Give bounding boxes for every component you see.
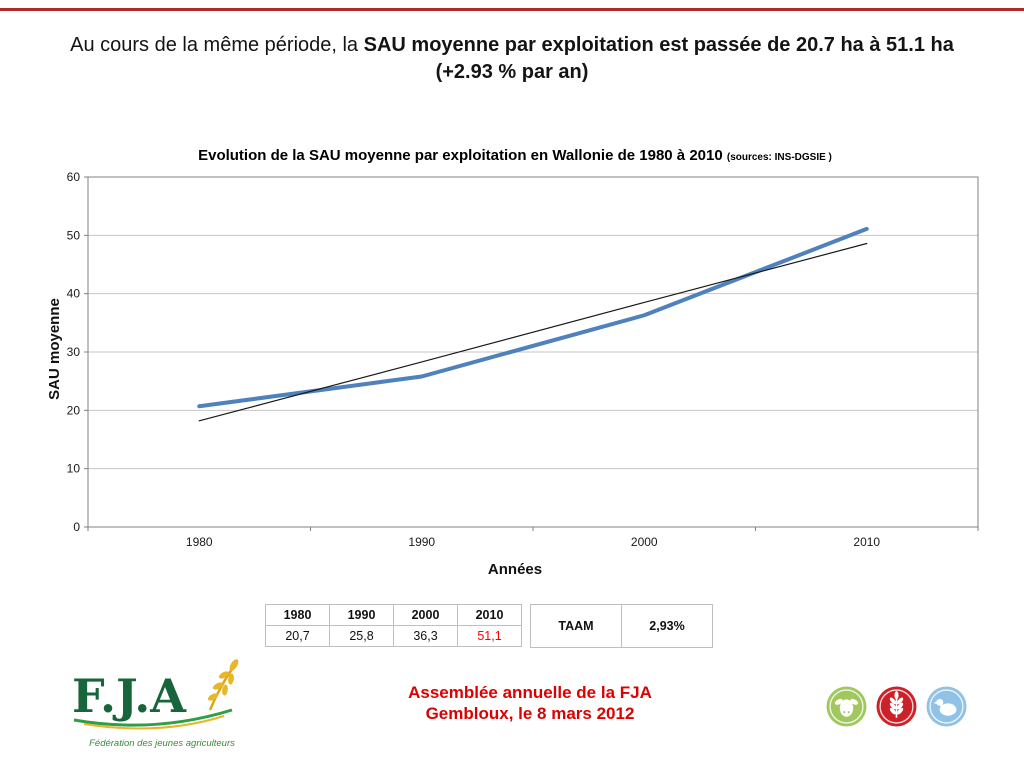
table-value-2010: 51,1	[457, 625, 522, 647]
slide-title-normal-text: Au cours de la même période, la	[70, 34, 364, 56]
table-header-2000: 2000	[393, 604, 458, 626]
fja-logo-graphic: F.J.A	[72, 659, 239, 730]
slide-title-line2: (+2.93 % par an)	[0, 59, 1024, 86]
slide-title-bold-text: SAU moyenne par exploitation est passée …	[363, 34, 954, 56]
taam-row: TAAM 2,93%	[530, 604, 713, 648]
poultry-badge-icon	[926, 686, 967, 727]
table-header-1990: 1990	[329, 604, 394, 626]
table-value-1990: 25,8	[329, 625, 394, 647]
logo-swoosh-green	[73, 708, 233, 727]
table-value-1980: 20,7	[265, 625, 330, 647]
fja-logo-text: F.J.A	[72, 669, 187, 723]
slide-title-line1: Au cours de la même période, la SAU moye…	[0, 32, 1024, 59]
event-caption: Assemblée annuelle de la FJA Gembloux, l…	[292, 682, 768, 724]
taam-table: TAAM 2,93%	[530, 604, 713, 648]
values-table-value-row: 20,7 25,8 36,3 51,1	[265, 625, 522, 647]
wheat-icon	[207, 659, 239, 711]
svg-text:1980: 1980	[186, 535, 213, 549]
table-header-2010: 2010	[457, 604, 522, 626]
svg-text:40: 40	[67, 287, 81, 301]
values-table-header-row: 1980 1990 2000 2010	[265, 604, 522, 626]
chart-title: Evolution de la SAU moyenne par exploita…	[40, 147, 990, 164]
svg-text:50: 50	[67, 228, 81, 242]
svg-text:2010: 2010	[853, 535, 880, 549]
fja-logo-tagline: Fédération des jeunes agriculteurs	[89, 738, 235, 749]
svg-text:10: 10	[67, 462, 81, 476]
taam-label: TAAM	[530, 604, 622, 648]
cattle-badge-icon	[826, 686, 867, 727]
table-value-2000: 36,3	[393, 625, 458, 647]
svg-text:30: 30	[67, 345, 81, 359]
logo-swoosh-yellow	[83, 715, 225, 730]
sector-badges	[826, 686, 967, 727]
fja-logo: F.J.A Fédération des jeunes agriculteurs	[62, 654, 262, 758]
event-line1: Assemblée annuelle de la FJA	[408, 683, 652, 702]
wheat-badge-icon	[876, 686, 917, 727]
svg-text:2000: 2000	[631, 535, 658, 549]
slide-title: Au cours de la même période, la SAU moye…	[0, 32, 1024, 86]
event-line2: Gembloux, le 8 mars 2012	[425, 704, 635, 723]
slide-title-bold-text2: (+2.93 % par an)	[435, 61, 589, 83]
x-axis-label: Années	[487, 561, 543, 578]
line-chart-plot: 0 10 20 30 40 50 60 1980 1990 2000 2010	[67, 170, 979, 549]
svg-text:20: 20	[67, 403, 81, 417]
table-header-1980: 1980	[265, 604, 330, 626]
top-divider	[0, 8, 1024, 11]
svg-text:0: 0	[73, 520, 80, 534]
chart-source-note: (sources: INS-DGSIE )	[726, 152, 832, 163]
svg-text:1990: 1990	[408, 535, 435, 549]
values-table: 1980 1990 2000 2010 20,7 25,8 36,3 51,1	[265, 604, 522, 647]
taam-value: 2,93%	[621, 604, 713, 648]
chart-title-text: Evolution de la SAU moyenne par exploita…	[198, 147, 723, 164]
svg-text:60: 60	[67, 170, 81, 184]
